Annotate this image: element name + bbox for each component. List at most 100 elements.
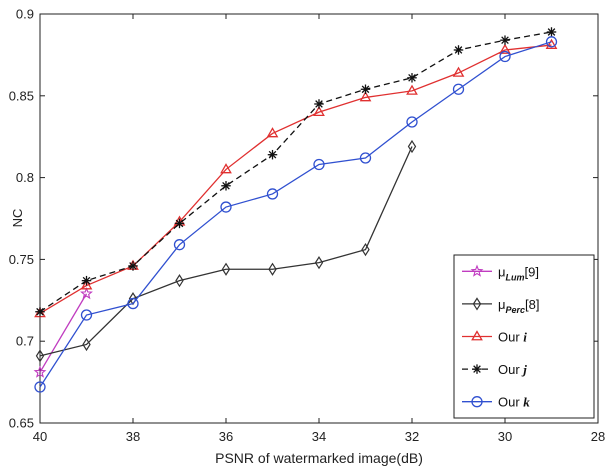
data-point bbox=[314, 99, 324, 109]
legend-label-base: μ bbox=[498, 297, 506, 312]
x-tick-label: 28 bbox=[591, 429, 605, 444]
legend-label: Our k bbox=[498, 395, 530, 410]
data-point bbox=[471, 330, 483, 341]
series-line bbox=[39, 31, 552, 313]
data-point bbox=[472, 364, 482, 374]
legend-item: Our j bbox=[462, 362, 527, 377]
data-point bbox=[80, 279, 93, 290]
series-line bbox=[39, 41, 552, 388]
data-point bbox=[546, 27, 557, 37]
data-point bbox=[34, 381, 46, 393]
y-tick-label: 0.75 bbox=[9, 252, 34, 267]
data-point bbox=[220, 201, 232, 213]
series-3 bbox=[34, 38, 558, 318]
data-point bbox=[406, 116, 418, 128]
asterisk-stroke bbox=[473, 365, 481, 373]
legend-label-variable: k bbox=[523, 395, 530, 410]
axes-layer: 40 38 36 34 32 30 28 0.65 0.7 0.75 0.8 0.85 0.9 bbox=[9, 7, 606, 445]
series-1 bbox=[33, 286, 93, 378]
data-point bbox=[268, 262, 277, 276]
data-point bbox=[361, 242, 370, 257]
data-point bbox=[266, 188, 279, 200]
y-tick-label: 0.8 bbox=[16, 170, 34, 185]
data-point bbox=[267, 149, 278, 160]
y-tick-label: 0.65 bbox=[9, 416, 34, 431]
legend-label-subscript: Perc bbox=[506, 305, 526, 315]
data-point bbox=[472, 297, 482, 311]
data-point bbox=[359, 91, 372, 102]
asterisk-stroke bbox=[222, 181, 230, 190]
legend-label-base: Our bbox=[498, 362, 523, 377]
series-line bbox=[39, 293, 88, 373]
series-5 bbox=[34, 36, 558, 393]
legend-label: Our j bbox=[498, 362, 527, 377]
legend-label-suffix: [9] bbox=[525, 264, 539, 279]
asterisk-stroke bbox=[501, 36, 509, 44]
data-point bbox=[81, 275, 92, 286]
legend-label: μPerc[8] bbox=[498, 297, 540, 315]
series-layer bbox=[33, 27, 558, 393]
asterisk-stroke bbox=[129, 262, 137, 270]
data-point bbox=[453, 45, 464, 55]
asterisk-stroke bbox=[454, 46, 463, 54]
data-point bbox=[128, 261, 138, 271]
legend-label-suffix: [8] bbox=[525, 297, 539, 312]
data-point bbox=[173, 239, 186, 251]
data-point bbox=[406, 84, 418, 95]
y-tick-label: 0.85 bbox=[9, 88, 34, 103]
asterisk-stroke bbox=[36, 307, 44, 316]
data-point bbox=[452, 66, 465, 77]
legend-label-base: Our bbox=[498, 395, 523, 410]
x-tick-label: 34 bbox=[312, 429, 326, 444]
data-point bbox=[221, 181, 231, 191]
series-line bbox=[39, 146, 413, 357]
legend-label-variable: j bbox=[521, 362, 527, 377]
legend-label-variable: i bbox=[523, 330, 527, 345]
series-4 bbox=[35, 27, 557, 317]
legend-item: μPerc[8] bbox=[462, 297, 540, 315]
data-point bbox=[82, 337, 91, 352]
legend-label: μLum[9] bbox=[498, 264, 539, 282]
data-point bbox=[266, 127, 279, 138]
data-point bbox=[314, 256, 324, 270]
data-point bbox=[80, 309, 93, 321]
data-point bbox=[174, 218, 185, 229]
data-point bbox=[360, 84, 371, 95]
y-axis-label: NC bbox=[10, 209, 25, 228]
legend-label: Our i bbox=[498, 330, 527, 345]
data-point bbox=[35, 307, 45, 317]
data-point bbox=[220, 163, 232, 174]
data-point bbox=[500, 35, 510, 45]
asterisk-stroke bbox=[175, 219, 184, 228]
y-tick-label: 0.7 bbox=[16, 334, 34, 349]
asterisk-stroke bbox=[361, 85, 370, 94]
data-point bbox=[452, 83, 465, 95]
data-point bbox=[545, 36, 558, 48]
data-point bbox=[499, 50, 511, 63]
data-point bbox=[359, 152, 372, 164]
asterisk-stroke bbox=[268, 150, 277, 159]
legend-item: Our k bbox=[462, 395, 530, 410]
legend-label-subscript: Lum bbox=[506, 272, 525, 282]
x-tick-label: 32 bbox=[405, 429, 419, 444]
data-point bbox=[313, 105, 325, 117]
series-2 bbox=[35, 139, 417, 363]
data-point bbox=[80, 286, 93, 300]
asterisk-stroke bbox=[315, 100, 323, 108]
asterisk-stroke bbox=[547, 28, 556, 36]
data-point bbox=[471, 396, 483, 408]
data-point bbox=[175, 274, 184, 288]
series-line bbox=[39, 44, 552, 314]
x-tick-label: 30 bbox=[498, 429, 512, 444]
data-point bbox=[407, 73, 417, 83]
data-point bbox=[127, 297, 139, 310]
legend-item: μLum[9] bbox=[462, 264, 539, 282]
data-point bbox=[407, 139, 417, 154]
y-tick-label: 0.9 bbox=[16, 7, 34, 22]
asterisk-stroke bbox=[82, 276, 91, 285]
x-axis-label: PSNR of watermarked image(dB) bbox=[215, 450, 423, 466]
x-tick-label: 40 bbox=[33, 429, 47, 444]
